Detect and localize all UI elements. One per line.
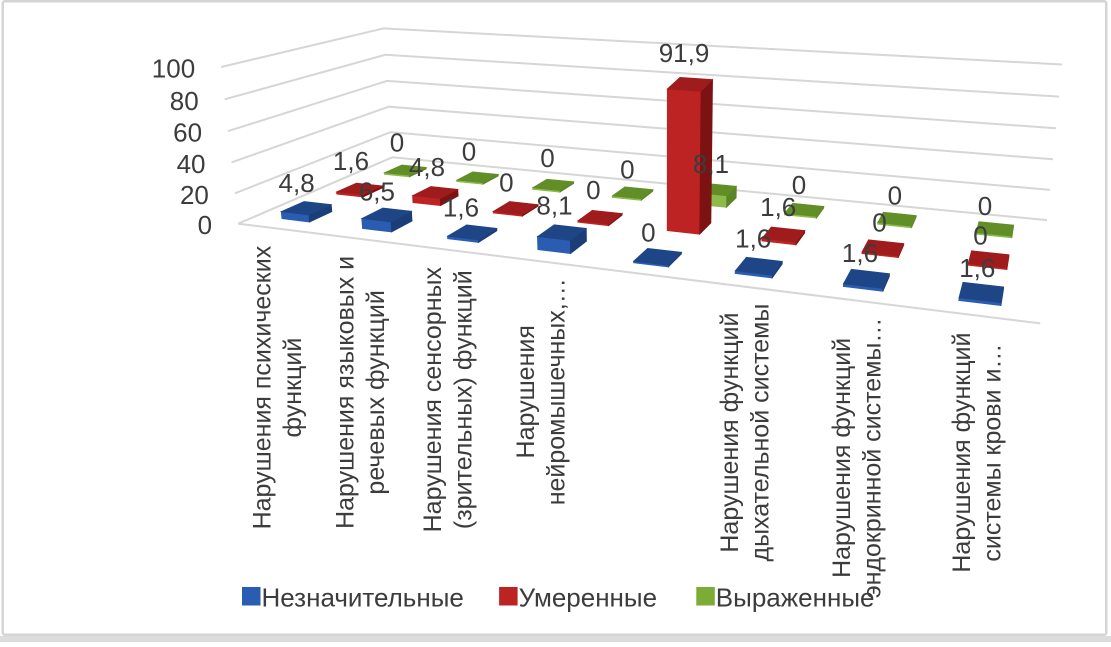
svg-text:6,5: 6,5 — [359, 177, 395, 207]
svg-text:нейромышечных,…: нейромышечных,… — [542, 278, 570, 505]
svg-text:1,6: 1,6 — [760, 192, 796, 222]
svg-text:1,6: 1,6 — [443, 193, 479, 223]
svg-text:0: 0 — [462, 136, 476, 166]
svg-text:60: 60 — [173, 118, 202, 148]
svg-text:1,6: 1,6 — [842, 238, 878, 268]
svg-text:Нарушения функций: Нарушения функций — [828, 338, 856, 578]
svg-text:8,1: 8,1 — [693, 149, 729, 179]
svg-text:Нарушения психических: Нарушения психических — [249, 245, 277, 529]
svg-text:1,6: 1,6 — [959, 253, 995, 283]
svg-text:0: 0 — [872, 208, 886, 238]
svg-text:80: 80 — [170, 86, 199, 116]
svg-text:системы крови и…: системы крови и… — [978, 344, 1006, 562]
svg-text:0: 0 — [641, 217, 655, 247]
svg-text:0: 0 — [586, 175, 600, 205]
svg-text:Выраженные: Выраженные — [716, 583, 875, 613]
svg-text:0: 0 — [390, 128, 404, 158]
svg-text:Незначительные: Незначительные — [262, 583, 464, 613]
svg-text:0: 0 — [973, 221, 987, 251]
svg-text:Умеренные: Умеренные — [519, 583, 657, 613]
svg-text:20: 20 — [180, 180, 209, 210]
svg-text:1,6: 1,6 — [735, 223, 771, 253]
svg-text:0: 0 — [888, 180, 902, 210]
svg-text:Нарушения языковых и: Нарушения языковых и — [331, 256, 359, 529]
svg-text:Нарушения сенсорных: Нарушения сенсорных — [419, 267, 447, 533]
svg-text:8,1: 8,1 — [536, 190, 572, 220]
svg-text:91,9: 91,9 — [659, 38, 710, 68]
svg-text:функций: функций — [279, 338, 307, 438]
svg-text:эндокринной системы…: эндокринной системы… — [858, 318, 886, 598]
svg-text:(зрительных) функций: (зрительных) функций — [449, 270, 477, 529]
svg-text:0: 0 — [620, 155, 634, 185]
svg-text:0: 0 — [978, 191, 992, 221]
svg-text:Нарушения функций: Нарушения функций — [948, 333, 976, 573]
svg-text:дыхательной системы: дыхательной системы — [746, 304, 774, 562]
svg-text:Нарушения: Нарушения — [512, 325, 540, 458]
svg-text:0: 0 — [198, 210, 212, 240]
svg-text:40: 40 — [177, 149, 206, 179]
svg-text:Нарушения функций: Нарушения функций — [716, 313, 744, 553]
svg-text:100: 100 — [152, 54, 195, 84]
svg-text:1,6: 1,6 — [333, 146, 369, 176]
svg-text:речевых функций: речевых функций — [362, 290, 390, 494]
svg-text:4,8: 4,8 — [279, 168, 315, 198]
svg-text:0: 0 — [499, 168, 513, 198]
svg-text:0: 0 — [540, 143, 554, 173]
svg-text:4,8: 4,8 — [409, 152, 445, 182]
svg-text:0: 0 — [792, 170, 806, 200]
